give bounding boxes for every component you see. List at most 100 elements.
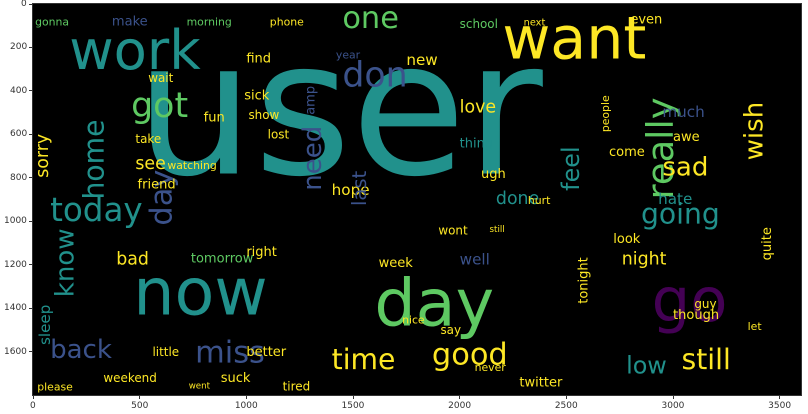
x-tick-label: 2000 <box>448 401 472 411</box>
word-done: done <box>496 189 539 209</box>
y-tick-mark <box>29 351 33 353</box>
word-tired: tired <box>283 380 311 394</box>
y-tick-label: 1000 <box>4 216 27 227</box>
x-tick-mark <box>565 395 567 399</box>
x-tick-mark <box>459 395 461 399</box>
x-tick-mark <box>139 395 141 399</box>
x-tick-mark <box>32 395 34 399</box>
word-day: day <box>145 170 180 226</box>
word-tonight: tonight <box>577 257 592 304</box>
word-home: home <box>77 120 110 200</box>
word-quite: quite <box>760 227 775 260</box>
word-don: don <box>342 56 407 96</box>
x-tick-label: 500 <box>131 401 149 411</box>
y-tick-label: 1400 <box>4 303 27 314</box>
word-much: much <box>662 103 704 121</box>
word-take: take <box>135 132 161 146</box>
x-tick-mark <box>779 395 781 399</box>
word-let: let <box>748 320 762 333</box>
word-hurt: hurt <box>528 194 551 207</box>
word-nice: nice <box>402 313 425 326</box>
word-weekend: weekend <box>103 371 156 385</box>
word-now: now <box>133 256 267 331</box>
word-wait: wait <box>148 71 173 85</box>
word-awe: awe <box>673 130 700 145</box>
word-feel: feel <box>557 146 585 190</box>
word-right: right <box>246 245 277 260</box>
word-wont: wont <box>438 223 468 237</box>
word-today: today <box>50 191 143 229</box>
x-tick-mark <box>672 395 674 399</box>
word-sick: sick <box>244 89 270 104</box>
word-back: back <box>50 335 112 365</box>
word-miss: miss <box>195 335 265 370</box>
word-make: make <box>112 15 148 30</box>
word-ugh: ugh <box>481 167 506 182</box>
word-day: day <box>374 266 494 341</box>
word-guy: guy <box>694 297 716 311</box>
word-user: user <box>135 4 543 218</box>
y-tick-label: 1600 <box>4 346 27 357</box>
x-tick-label: 1500 <box>341 401 365 411</box>
y-tick-mark <box>29 307 33 309</box>
word-friend: friend <box>138 178 176 193</box>
word-going: going <box>641 197 720 230</box>
word-even: even <box>630 13 662 28</box>
word-new: new <box>406 51 437 69</box>
word-tomorrow: tomorrow <box>191 251 254 266</box>
word-still: still <box>682 343 731 376</box>
word-find: find <box>246 52 271 67</box>
word-say: say <box>440 323 461 337</box>
word-want: want <box>502 4 646 72</box>
word-really: really <box>639 97 682 199</box>
word-phone: phone <box>270 16 304 29</box>
y-tick-mark <box>29 177 33 179</box>
x-tick-mark <box>352 395 354 399</box>
word-wish: wish <box>740 102 770 161</box>
word-sleep: sleep <box>36 305 54 345</box>
word-well: well <box>460 251 490 269</box>
wordcloud-canvas: user work want now day go good time miss back stil… <box>32 3 802 396</box>
word-come: come <box>609 145 645 160</box>
word-look: look <box>613 232 641 247</box>
y-tick-label: 400 <box>10 85 28 96</box>
word-one: one <box>342 4 399 36</box>
x-tick-label: 0 <box>30 401 36 411</box>
y-tick-label: 0 <box>21 0 27 9</box>
x-tick-label: 3000 <box>661 401 685 411</box>
word-low: low <box>626 351 667 379</box>
word-next: next <box>524 18 546 29</box>
word-thing: thing <box>460 136 493 151</box>
word-year: year <box>336 48 361 61</box>
word-go: go <box>652 266 728 336</box>
word-little: little <box>152 345 179 359</box>
word-hope: hope <box>332 181 370 199</box>
y-tick-mark <box>29 3 33 5</box>
word-better: better <box>246 345 286 360</box>
word-see: see <box>135 154 165 174</box>
word-people: people <box>599 95 612 132</box>
x-tick-mark <box>245 395 247 399</box>
y-tick-mark <box>29 46 33 48</box>
word-love: love <box>460 98 496 118</box>
x-tick-label: 2500 <box>554 401 578 411</box>
word-need: need <box>298 126 328 191</box>
word-know: know <box>51 228 81 297</box>
word-night: night <box>622 250 667 270</box>
word-work: work <box>69 19 201 82</box>
word-please: please <box>37 381 73 394</box>
word-suck: suck <box>221 371 251 386</box>
y-tick-mark <box>29 133 33 135</box>
word-lost: lost <box>268 128 290 142</box>
word-school: school <box>460 17 498 31</box>
y-tick-label: 600 <box>10 129 28 140</box>
x-tick-label: 3500 <box>768 401 792 411</box>
word-got: got <box>131 86 188 126</box>
word-show: show <box>248 108 279 122</box>
word-gonna: gonna <box>35 16 69 29</box>
y-tick-mark <box>29 264 33 266</box>
word-week: week <box>379 256 414 271</box>
word-never: never <box>475 361 507 374</box>
y-tick-mark <box>29 90 33 92</box>
